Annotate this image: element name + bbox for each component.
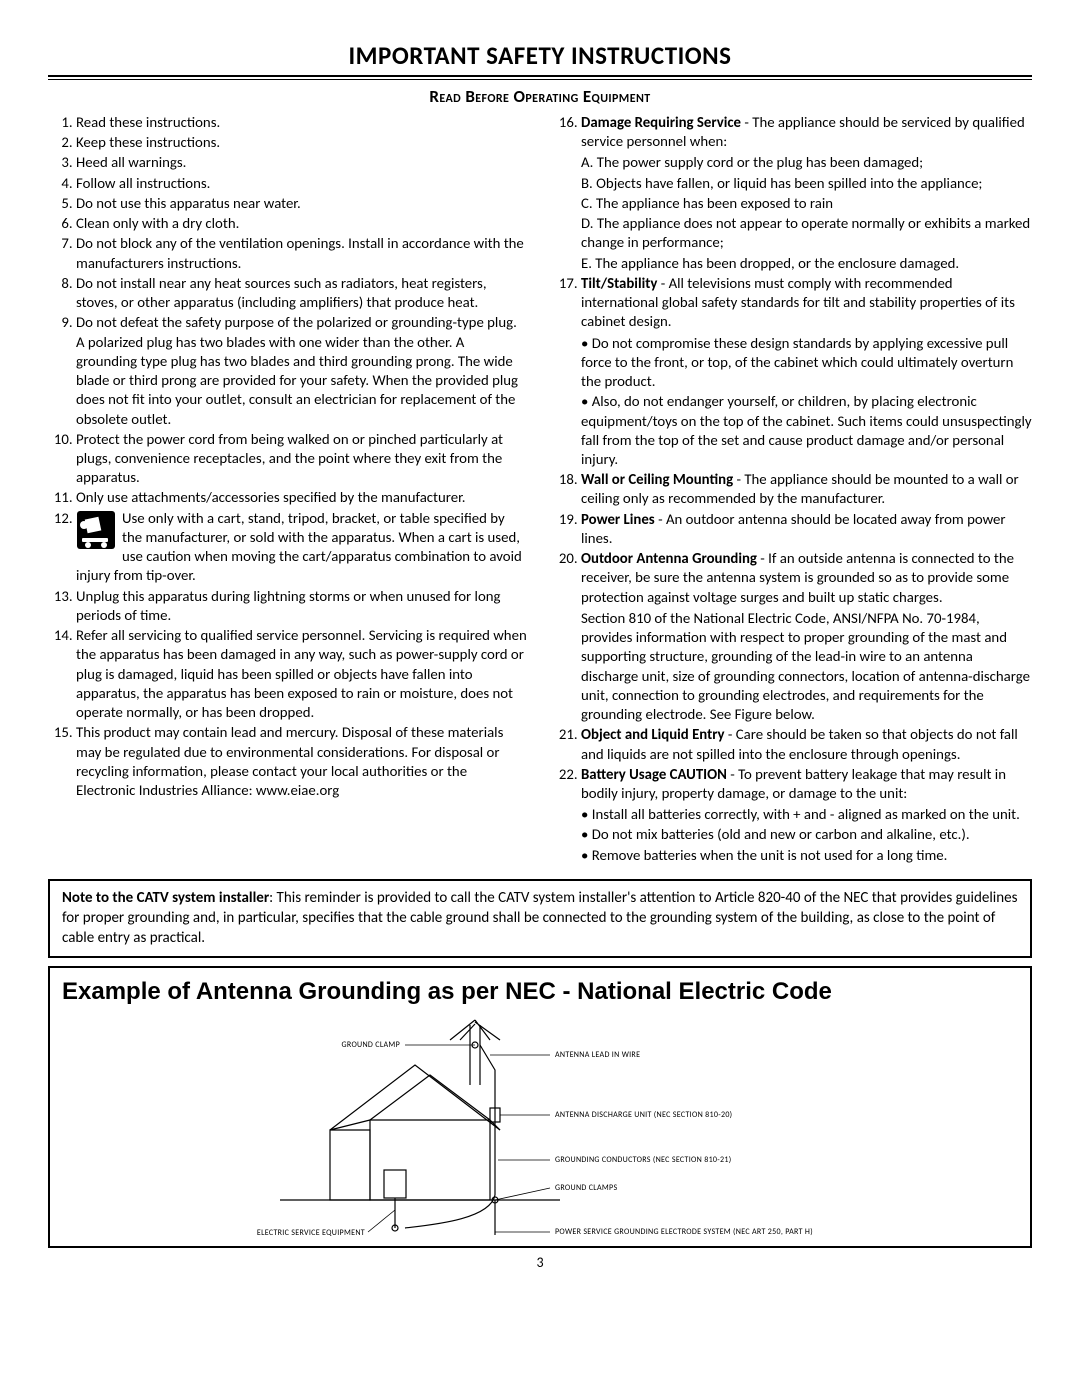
instr-21: Object and Liquid Entry - Care should be… xyxy=(581,725,1032,763)
instr-17-s2: • Also, do not endanger yourself, or chi… xyxy=(581,392,1032,469)
instr-22-s3: • Remove batteries when the unit is not … xyxy=(581,846,1032,865)
instr-21-bold: Object and Liquid Entry xyxy=(581,725,725,743)
instr-13: Unplug this apparatus during lightning s… xyxy=(76,587,527,625)
diagram-title: Example of Antenna Grounding as per NEC … xyxy=(62,978,1018,1006)
instr-19-bold: Power Lines xyxy=(581,510,655,528)
page-number: 3 xyxy=(48,1254,1032,1271)
instr-16: Damage Requiring Service - The appliance… xyxy=(581,113,1032,273)
label-ground-clamp: GROUND CLAMP xyxy=(342,1040,400,1050)
catv-note-box: Note to the CATV system installer: This … xyxy=(48,879,1032,958)
antenna-grounding-diagram: GROUND CLAMP ANTENNA LEAD IN WIRE ANTENN… xyxy=(130,1010,950,1240)
rule-heavy-top xyxy=(48,75,1032,77)
instr-18: Wall or Ceiling Mounting - The appliance… xyxy=(581,470,1032,508)
instruction-list: Read these instructions. Keep these inst… xyxy=(48,113,1032,865)
instr-10: Protect the power cord from being walked… xyxy=(76,430,527,488)
instr-7: Do not block any of the ventilation open… xyxy=(76,234,527,272)
instr-20-p2: Section 810 of the National Electric Cod… xyxy=(581,609,1032,724)
instr-12: Use only with a cart, stand, tripod, bra… xyxy=(76,509,527,586)
instr-20: Outdoor Antenna Grounding - If an outsid… xyxy=(581,549,1032,724)
label-service-equip: ELECTRIC SERVICE EQUIPMENT xyxy=(257,1228,365,1238)
instr-8: Do not install near any heat sources suc… xyxy=(76,274,527,312)
label-grounding-cond: GROUNDING CONDUCTORS (NEC SECTION 810-21… xyxy=(555,1155,731,1165)
instr-16-e: E. The appliance has been dropped, or th… xyxy=(581,254,1032,273)
instr-16-b-line: B. Objects have fallen, or liquid has be… xyxy=(581,174,1032,193)
instr-22: Battery Usage CAUTION - To prevent batte… xyxy=(581,765,1032,865)
instr-12-text: Use only with a cart, stand, tripod, bra… xyxy=(76,509,522,585)
instr-17-bold: Tilt/Stability xyxy=(581,274,657,292)
instr-15: This product may contain lead and mercur… xyxy=(76,723,527,800)
instr-17: Tilt/Stability - All televisions must co… xyxy=(581,274,1032,469)
diagram-box: Example of Antenna Grounding as per NEC … xyxy=(48,966,1032,1248)
instructions-columns: Read these instructions. Keep these inst… xyxy=(48,113,1032,865)
subhead: Read Before Operating Equipment xyxy=(48,86,1032,107)
instr-22-s2: • Do not mix batteries (old and new or c… xyxy=(581,825,1032,844)
catv-note-bold: Note to the CATV system installer xyxy=(62,889,269,907)
instr-17-s1: • Do not compromise these design standar… xyxy=(581,334,1032,392)
label-antenna-lead: ANTENNA LEAD IN WIRE xyxy=(555,1050,640,1060)
instr-18-bold: Wall or Ceiling Mounting xyxy=(581,470,733,488)
instr-16-d: D. The appliance does not appear to oper… xyxy=(581,214,1032,252)
instr-20-bold: Outdoor Antenna Grounding xyxy=(581,549,757,567)
rule-thin-top xyxy=(48,79,1032,80)
cart-tip-icon xyxy=(76,510,116,550)
instr-17-sub: • Do not compromise these design standar… xyxy=(581,334,1032,470)
instr-22-bold: Battery Usage CAUTION xyxy=(581,765,727,783)
instr-2: Keep these instructions. xyxy=(76,133,527,152)
instr-16-c: C. The appliance has been exposed to rai… xyxy=(581,194,1032,213)
instr-16-bold: Damage Requiring Service xyxy=(581,113,741,131)
label-discharge-unit: ANTENNA DISCHARGE UNIT (NEC SECTION 810-… xyxy=(555,1110,732,1120)
instr-16-sub: A. The power supply cord or the plug has… xyxy=(581,153,1032,272)
label-ground-clamps: GROUND CLAMPS xyxy=(555,1183,617,1193)
instr-6: Clean only with a dry cloth. xyxy=(76,214,527,233)
instr-14: Refer all servicing to qualified service… xyxy=(76,626,527,722)
instr-19: Power Lines - An outdoor antenna should … xyxy=(581,510,1032,548)
instr-22-sub: • Install all batteries correctly, with … xyxy=(581,805,1032,865)
instr-3: Heed all warnings. xyxy=(76,153,527,172)
instr-4: Follow all instructions. xyxy=(76,174,527,193)
instr-16-a: A. The power supply cord or the plug has… xyxy=(581,153,1032,172)
instr-22-s1: • Install all batteries correctly, with … xyxy=(581,805,1032,824)
instr-9: Do not defeat the safety purpose of the … xyxy=(76,313,527,428)
page-title: Important Safety Instructions xyxy=(48,40,1032,71)
instr-1: Read these instructions. xyxy=(76,113,527,132)
label-power-service: POWER SERVICE GROUNDING ELECTRODE SYSTEM… xyxy=(555,1227,813,1237)
instr-11: Only use attachments/accessories specifi… xyxy=(76,488,527,507)
instr-5: Do not use this apparatus near water. xyxy=(76,194,527,213)
